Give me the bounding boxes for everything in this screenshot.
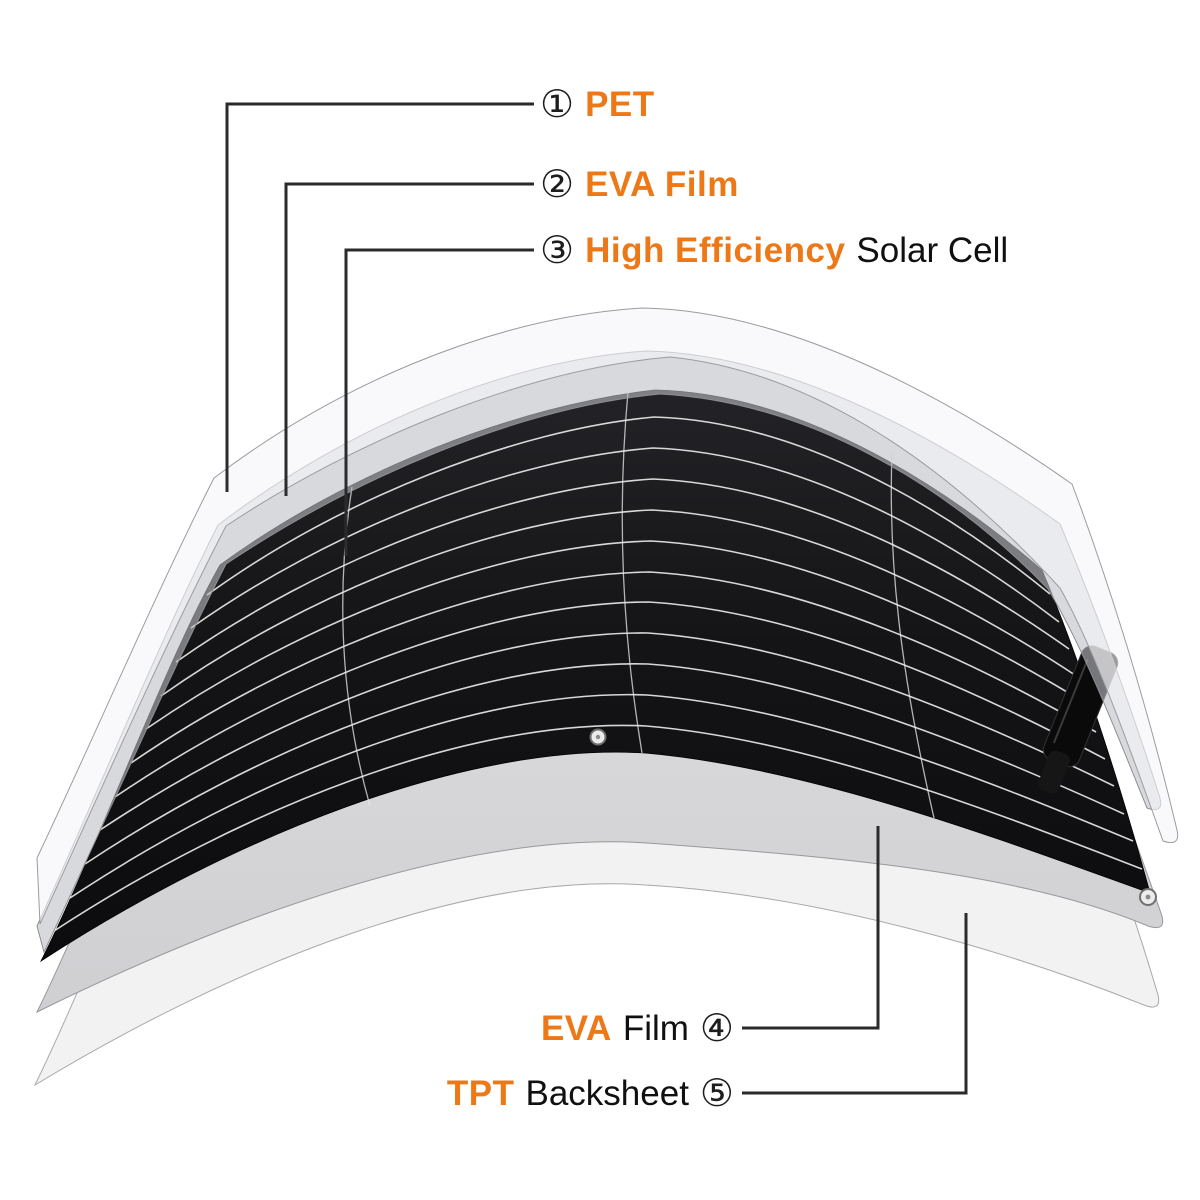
callout-eva-upper-label: EVA Film — [585, 165, 739, 204]
callout-eva-lower-label-rest: Film — [622, 1009, 689, 1048]
callout-tpt-label-highlight: TPT — [446, 1074, 515, 1113]
callout-tpt-label-rest: Backsheet — [525, 1074, 689, 1113]
leader-line-eva-upper — [284, 182, 534, 496]
cell-grid-lines — [53, 416, 1143, 932]
leader-line-solar-cell — [344, 248, 534, 556]
callout-eva-upper-number: ② — [540, 164, 575, 206]
callout-solar-cell-label-rest: Solar Cell — [856, 231, 1009, 270]
callout-eva-film-lower: EVA Film ④ — [541, 1006, 734, 1052]
callout-eva-film-upper: ② EVA Film — [540, 162, 739, 208]
callout-solar-cell-number: ③ — [540, 230, 575, 272]
grommet-center — [589, 728, 607, 746]
callout-eva-lower-label-highlight: EVA — [540, 1009, 612, 1048]
callout-tpt-number: ⑤ — [699, 1073, 734, 1115]
leader-line-eva-lower — [742, 826, 880, 1030]
callout-pet-label: PET — [585, 85, 655, 124]
layer-pet-sheet — [36, 307, 1179, 925]
callout-tpt-backsheet: TPT Backsheet ⑤ — [447, 1071, 734, 1117]
callout-solar-cell-label-highlight: High Efficiency — [585, 231, 846, 270]
callout-solar-cell: ③ High Efficiency Solar Cell — [540, 228, 1008, 274]
leader-line-tpt — [742, 913, 968, 1095]
leader-lines — [225, 102, 968, 1095]
leader-line-pet — [225, 102, 534, 492]
grommet-right — [1139, 888, 1157, 906]
callout-pet: ① PET — [540, 82, 655, 128]
callout-eva-lower-number: ④ — [699, 1008, 734, 1050]
callout-pet-number: ① — [540, 84, 575, 126]
